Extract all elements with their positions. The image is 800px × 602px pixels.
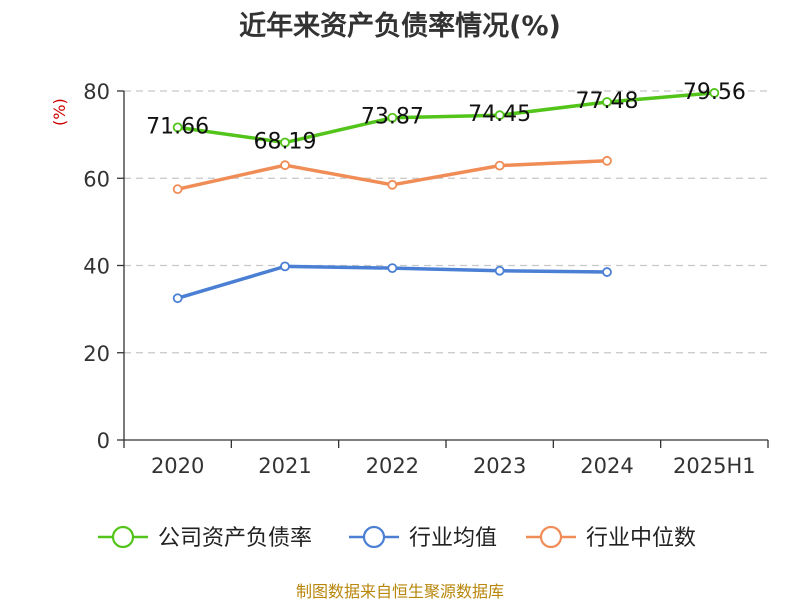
legend-label: 行业中位数 bbox=[586, 526, 696, 551]
x-tick-label: 2023 bbox=[473, 454, 526, 478]
data-label: 68.19 bbox=[254, 130, 317, 155]
legend-label: 公司资产负债率 bbox=[158, 526, 312, 551]
data-point bbox=[602, 155, 612, 166]
axes: 0 20 40 60 80 2020 2021 2022 2023 2024 2025H1 bbox=[83, 80, 769, 478]
legend-marker bbox=[362, 525, 386, 549]
y-tick-label: 60 bbox=[83, 167, 110, 191]
data-point bbox=[280, 261, 290, 272]
data-point bbox=[387, 263, 398, 274]
data-point bbox=[280, 160, 290, 171]
data-labels: 71.66 68.19 73.87 74.45 77.48 79.56 bbox=[146, 80, 746, 155]
x-tick-label: 2024 bbox=[580, 454, 633, 478]
data-label: 71.66 bbox=[146, 114, 209, 139]
x-tick-label: 2025H1 bbox=[673, 454, 756, 478]
data-point bbox=[494, 160, 505, 171]
legend: 公司资产负债率 行业均值 行业中位数 bbox=[98, 525, 696, 551]
data-point bbox=[602, 267, 612, 277]
data-point bbox=[172, 184, 183, 195]
data-point bbox=[387, 179, 398, 190]
x-tick-label: 2022 bbox=[366, 454, 419, 478]
series-lines bbox=[172, 88, 720, 304]
data-label: 74.45 bbox=[468, 102, 531, 127]
chart-title: 近年来资产负债率情况(%) bbox=[239, 11, 561, 42]
data-label: 73.87 bbox=[361, 105, 424, 130]
x-tick-label: 2020 bbox=[151, 454, 204, 478]
data-point bbox=[602, 97, 612, 107]
legend-label: 行业均值 bbox=[409, 526, 497, 551]
data-point bbox=[172, 122, 183, 133]
y-tick-label: 0 bbox=[97, 429, 110, 453]
grid-lines bbox=[124, 90, 768, 354]
legend-marker bbox=[111, 525, 135, 549]
data-point bbox=[280, 137, 290, 148]
data-label: 77.48 bbox=[576, 89, 639, 114]
legend-marker bbox=[539, 525, 563, 549]
data-point bbox=[172, 293, 183, 304]
series-line bbox=[177, 91, 715, 145]
data-label: 79.56 bbox=[683, 80, 746, 105]
data-point bbox=[494, 110, 505, 121]
data-point bbox=[709, 88, 720, 98]
data-point bbox=[494, 265, 505, 276]
x-tick-label: 2021 bbox=[258, 454, 311, 478]
y-tick-label: 20 bbox=[83, 342, 110, 366]
y-tick-label: 80 bbox=[83, 80, 110, 104]
y-tick-label: 40 bbox=[83, 255, 110, 279]
data-point bbox=[387, 112, 398, 123]
data-source-note: 制图数据来自恒生聚源数据库 bbox=[295, 582, 504, 601]
